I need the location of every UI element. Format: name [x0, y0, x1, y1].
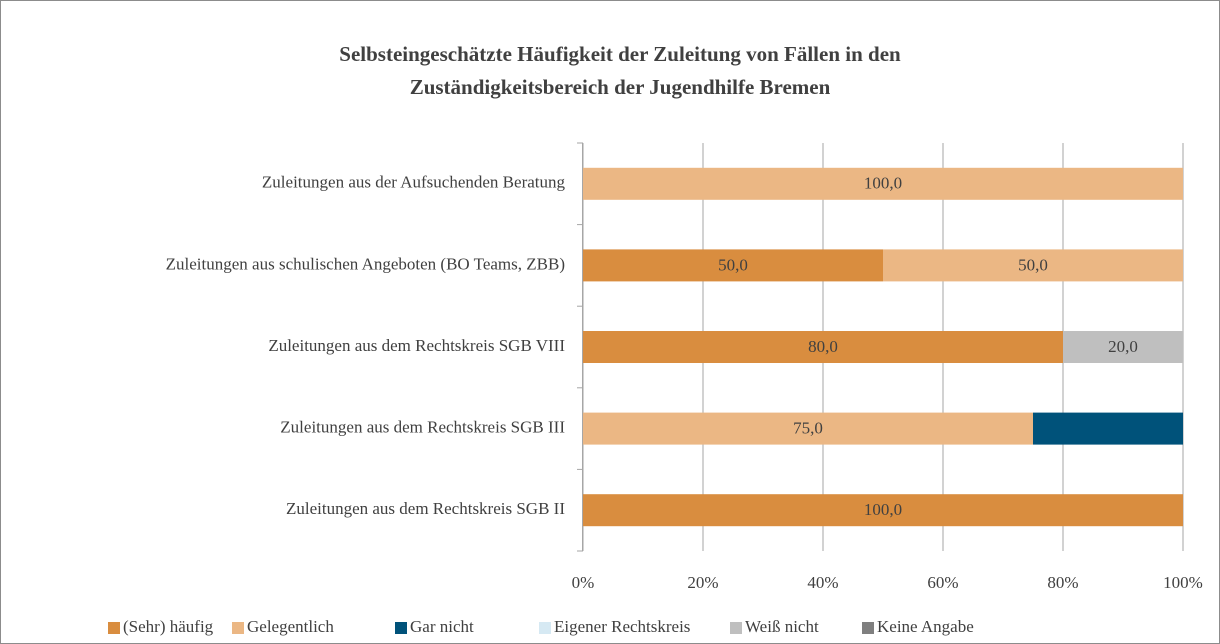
- legend-swatch: [862, 622, 874, 634]
- y-tick-label: Zuleitungen aus der Aufsuchenden Beratun…: [262, 173, 566, 192]
- x-tick-label: 80%: [1047, 573, 1078, 592]
- y-tick-label: Zuleitungen aus dem Rechtskreis SGB III: [280, 418, 565, 437]
- legend-label: (Sehr) häufig: [123, 617, 214, 636]
- legend-label: Gar nicht: [410, 617, 474, 636]
- legend-label: Weiß nicht: [745, 617, 819, 636]
- bar-segment: [583, 331, 1063, 363]
- data-label: 80,0: [808, 337, 838, 356]
- bar-segment: [1063, 331, 1183, 363]
- chart-title: Selbsteingeschätzte Häufigkeit der Zulei…: [339, 42, 901, 66]
- bar-segment: [583, 249, 883, 282]
- bar-segment: [1033, 412, 1183, 445]
- data-label: 20,0: [1108, 337, 1138, 356]
- legend-label: Keine Angabe: [877, 617, 974, 636]
- legend-label: Eigener Rechtskreis: [554, 617, 690, 636]
- data-label: 50,0: [1018, 255, 1048, 274]
- data-label: 75,0: [793, 419, 823, 438]
- legend-swatch: [730, 622, 742, 634]
- bar-segment: [583, 412, 1033, 445]
- x-tick-label: 60%: [927, 573, 958, 592]
- legend-label: Gelegentlich: [247, 617, 334, 636]
- y-tick-label: Zuleitungen aus dem Rechtskreis SGB VIII: [268, 336, 565, 355]
- legend-swatch: [232, 622, 244, 634]
- x-tick-label: 0%: [572, 573, 595, 592]
- bar-segment: [883, 249, 1183, 282]
- legend-swatch: [539, 622, 551, 634]
- chart-title: Zuständigkeitsbereich der Jugendhilfe Br…: [410, 75, 831, 99]
- y-tick-label: Zuleitungen aus dem Rechtskreis SGB II: [286, 499, 565, 518]
- y-tick-label: Zuleitungen aus schulischen Angeboten (B…: [166, 254, 565, 273]
- data-label: 100,0: [864, 174, 902, 193]
- bar-segment: [583, 167, 1183, 200]
- legend-swatch: [395, 622, 407, 634]
- x-tick-label: 100%: [1163, 573, 1203, 592]
- x-tick-label: 40%: [807, 573, 838, 592]
- x-tick-label: 20%: [687, 573, 718, 592]
- data-label: 50,0: [718, 255, 748, 274]
- legend-swatch: [108, 622, 120, 634]
- bar-segment: [583, 494, 1183, 527]
- data-label: 100,0: [864, 500, 902, 519]
